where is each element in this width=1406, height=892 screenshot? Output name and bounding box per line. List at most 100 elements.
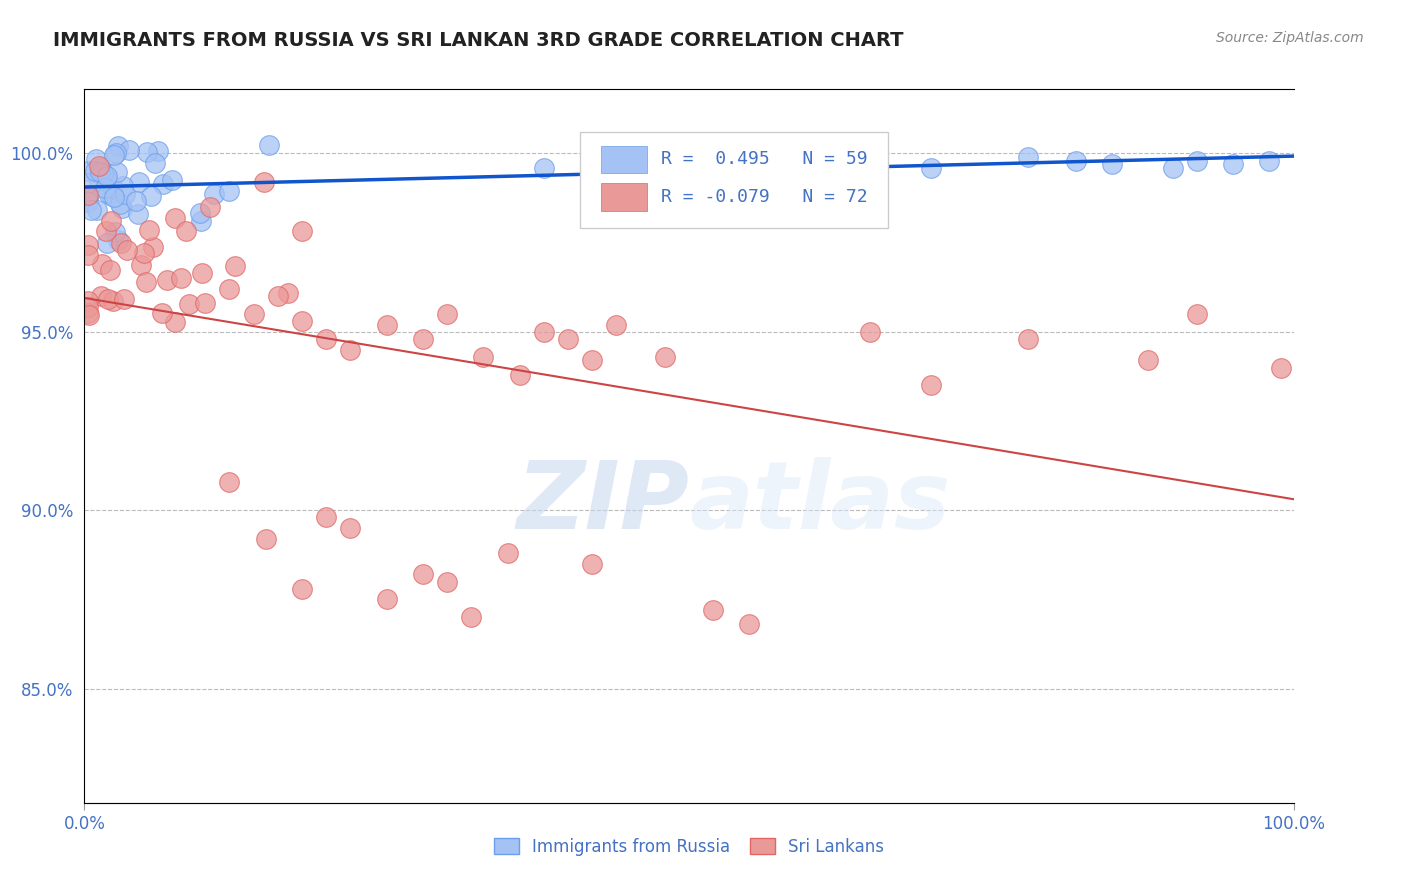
Point xyxy=(218,184,240,198)
Point xyxy=(163,315,186,329)
Point xyxy=(533,161,555,175)
Point xyxy=(89,160,111,174)
Point xyxy=(253,175,276,189)
Point xyxy=(77,187,100,202)
Point xyxy=(920,161,942,175)
Point xyxy=(114,186,136,201)
Point xyxy=(375,592,398,607)
Point xyxy=(135,145,157,159)
Point xyxy=(125,194,148,209)
Point xyxy=(257,137,280,152)
Point xyxy=(127,207,149,221)
Point xyxy=(77,176,100,190)
Point xyxy=(107,139,129,153)
Point xyxy=(1258,153,1281,168)
Point xyxy=(218,282,240,296)
FancyBboxPatch shape xyxy=(581,132,889,228)
Point xyxy=(496,546,519,560)
Point xyxy=(799,161,821,175)
Y-axis label: 3rd Grade: 3rd Grade xyxy=(0,408,3,484)
Text: ZIP: ZIP xyxy=(516,457,689,549)
Point xyxy=(142,240,165,254)
Point xyxy=(117,243,139,257)
Point xyxy=(134,246,156,260)
Point xyxy=(1017,332,1039,346)
Point xyxy=(103,148,125,162)
Point xyxy=(90,161,112,176)
Point xyxy=(174,224,197,238)
Point xyxy=(654,350,676,364)
Point xyxy=(100,213,122,227)
Point xyxy=(224,259,246,273)
Point xyxy=(581,557,603,571)
Point xyxy=(1222,157,1244,171)
Point xyxy=(97,292,120,306)
Point xyxy=(277,286,299,301)
Point xyxy=(291,582,314,596)
Point xyxy=(557,332,579,346)
Point xyxy=(375,318,398,332)
Point xyxy=(702,157,724,171)
Point xyxy=(291,225,314,239)
Point xyxy=(1270,360,1292,375)
Point xyxy=(96,236,118,251)
Point xyxy=(84,153,107,167)
Point xyxy=(91,165,114,179)
Point xyxy=(77,164,100,178)
Point xyxy=(138,223,160,237)
Point xyxy=(509,368,531,382)
Point xyxy=(77,194,100,209)
Point xyxy=(1185,307,1208,321)
Point xyxy=(89,174,111,188)
Point xyxy=(190,214,212,228)
Point xyxy=(859,157,882,171)
Point xyxy=(460,610,482,624)
Point xyxy=(170,271,193,285)
Point xyxy=(80,203,103,218)
Point xyxy=(108,197,131,211)
Point xyxy=(738,153,761,168)
Point xyxy=(339,343,361,357)
Point xyxy=(920,378,942,392)
Text: atlas: atlas xyxy=(689,457,950,549)
Point xyxy=(128,175,150,189)
Bar xyxy=(600,184,647,211)
Point xyxy=(118,143,141,157)
Point xyxy=(472,350,495,364)
Point xyxy=(111,201,134,215)
Point xyxy=(1101,157,1123,171)
Point xyxy=(254,532,277,546)
Point xyxy=(1137,353,1160,368)
Point xyxy=(533,325,555,339)
Point xyxy=(267,289,290,303)
Point xyxy=(412,567,434,582)
Point xyxy=(77,192,100,206)
Point xyxy=(859,325,882,339)
Text: IMMIGRANTS FROM RUSSIA VS SRI LANKAN 3RD GRADE CORRELATION CHART: IMMIGRANTS FROM RUSSIA VS SRI LANKAN 3RD… xyxy=(53,31,904,50)
Point xyxy=(702,603,724,617)
Point xyxy=(198,200,221,214)
Point xyxy=(94,181,117,195)
Point xyxy=(86,202,108,217)
Point xyxy=(152,177,174,191)
Point xyxy=(107,233,129,247)
Point xyxy=(165,211,187,225)
Text: R =  0.495   N = 59: R = 0.495 N = 59 xyxy=(661,150,868,168)
Point xyxy=(101,293,124,308)
Point xyxy=(202,187,225,202)
Point xyxy=(436,574,458,589)
Point xyxy=(150,306,173,320)
Point xyxy=(105,165,128,179)
Point xyxy=(191,266,214,280)
Point xyxy=(77,238,100,252)
Point xyxy=(242,307,264,321)
Point xyxy=(1064,153,1087,168)
Point xyxy=(738,617,761,632)
Point xyxy=(339,521,361,535)
Point xyxy=(77,308,100,322)
Point xyxy=(581,157,603,171)
Point xyxy=(96,171,118,186)
Point xyxy=(315,332,337,346)
Point xyxy=(141,189,163,203)
Point xyxy=(77,248,100,262)
